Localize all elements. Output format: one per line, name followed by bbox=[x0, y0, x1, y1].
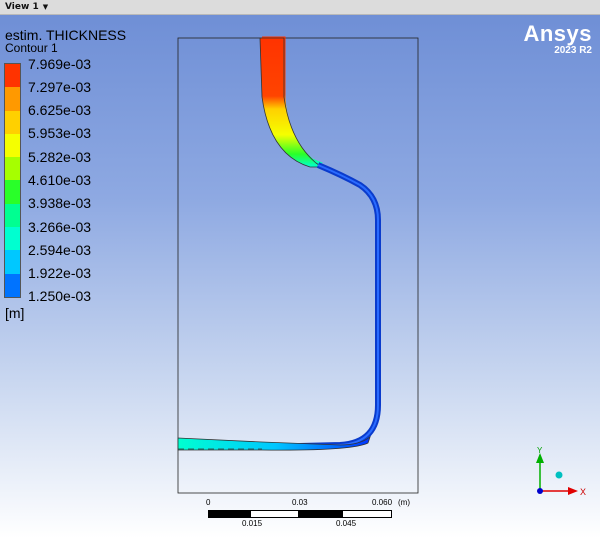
legend-segment bbox=[5, 133, 20, 158]
legend-label: 1.922e-03 bbox=[28, 265, 92, 281]
legend-label: 4.610e-03 bbox=[28, 172, 92, 188]
profile-wall-highlight bbox=[259, 164, 379, 448]
legend-label: 6.625e-03 bbox=[28, 102, 92, 118]
scale-top-label: 0.03 bbox=[292, 498, 308, 507]
legend-label: 5.282e-03 bbox=[28, 149, 92, 165]
x-arrow-icon bbox=[568, 487, 578, 495]
legend-segment bbox=[5, 273, 20, 297]
legend-segment bbox=[5, 87, 20, 111]
legend-segment bbox=[5, 180, 20, 204]
tab-view-1[interactable]: View 1 ▼ bbox=[2, 0, 51, 14]
view-tab-bar: View 1 ▼ bbox=[0, 0, 600, 15]
scale-bar-segment bbox=[298, 510, 344, 518]
scale-ruler: 0 0.03 0.060 (m) 0.015 0.045 bbox=[180, 498, 420, 530]
legend-unit: [m] bbox=[5, 305, 25, 321]
model-scene[interactable] bbox=[0, 15, 600, 538]
legend-segment bbox=[5, 227, 20, 251]
scale-bottom-label: 0.045 bbox=[336, 519, 357, 528]
scale-bar-segment bbox=[342, 510, 392, 518]
origin-icon bbox=[537, 488, 543, 494]
brand-version: 2023 R2 bbox=[554, 45, 592, 56]
graphics-viewport[interactable]: estim. THICKNESS Contour 1 7.969e-03 7.2… bbox=[0, 15, 600, 538]
legend-label: 3.938e-03 bbox=[28, 195, 92, 211]
bounding-box bbox=[177, 37, 419, 494]
scale-bar-segment bbox=[208, 510, 252, 518]
legend-color-bar bbox=[4, 63, 21, 298]
legend-segment bbox=[5, 64, 20, 88]
scale-bottom-label: 0.015 bbox=[242, 519, 263, 528]
legend-segment bbox=[5, 250, 20, 274]
legend-segment bbox=[5, 157, 20, 181]
profile-bottom-segment bbox=[177, 435, 371, 451]
axis-triad[interactable]: Y X bbox=[526, 447, 586, 507]
y-arrow-icon bbox=[536, 453, 544, 463]
z-axis-dot-icon bbox=[555, 471, 563, 479]
legend-label: 7.297e-03 bbox=[28, 79, 92, 95]
legend-title: estim. THICKNESS bbox=[5, 27, 127, 43]
profile-wall-segment bbox=[259, 162, 381, 450]
x-axis-label: X bbox=[580, 487, 586, 497]
legend-segment bbox=[5, 203, 20, 228]
legend-segment bbox=[5, 110, 20, 134]
chevron-down-icon[interactable]: ▼ bbox=[42, 3, 49, 11]
scale-unit: (m) bbox=[398, 498, 410, 507]
legend-label: 5.953e-03 bbox=[28, 125, 92, 141]
scale-top-label: 0.060 bbox=[372, 498, 393, 507]
legend-label: 1.250e-03 bbox=[28, 288, 92, 304]
profile-top-segment bbox=[259, 37, 324, 168]
scale-bar-segment bbox=[250, 510, 300, 518]
tab-label: View 1 bbox=[5, 2, 39, 12]
legend-label: 2.594e-03 bbox=[28, 242, 92, 258]
legend-subtitle: Contour 1 bbox=[5, 41, 58, 55]
brand-name: Ansys bbox=[523, 21, 592, 46]
y-axis-label: Y bbox=[537, 447, 543, 455]
scale-top-label: 0 bbox=[206, 498, 211, 507]
legend-label: 7.969e-03 bbox=[28, 56, 92, 72]
ansys-logo: Ansys 2023 R2 bbox=[523, 21, 592, 56]
legend-label: 3.266e-03 bbox=[28, 219, 92, 235]
